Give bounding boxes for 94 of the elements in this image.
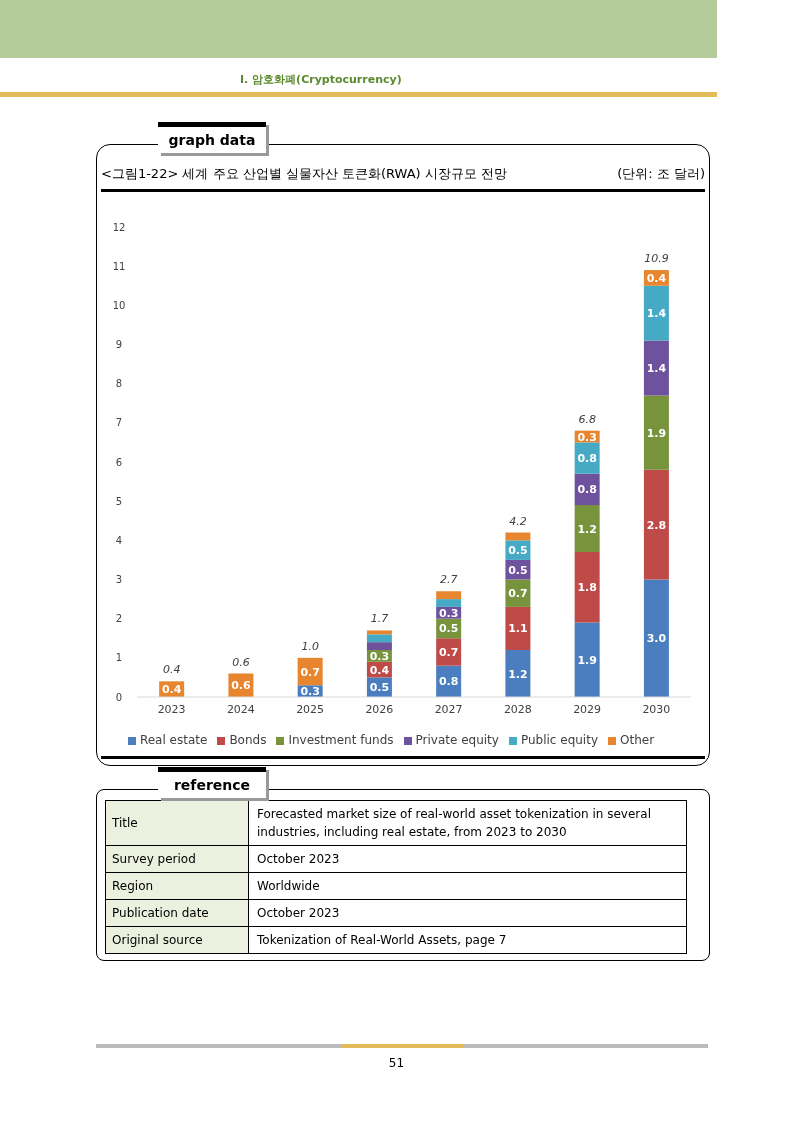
legend-label: Other bbox=[620, 733, 655, 747]
chart-title: <그림1-22> 세계 주요 산업별 실물자산 토큰화(RWA) 시장규모 전망 bbox=[101, 165, 507, 183]
bar bbox=[366, 630, 392, 635]
bar bbox=[505, 650, 531, 697]
bar bbox=[505, 606, 531, 650]
bar bbox=[574, 505, 600, 553]
data-label: 0.3 bbox=[577, 430, 597, 444]
data-label: 1.4 bbox=[646, 362, 667, 375]
total-label: 4.2 bbox=[509, 514, 527, 528]
x-tick-label: 2027 bbox=[434, 702, 463, 716]
bar bbox=[643, 340, 669, 396]
chart-subtitle: (단위: 조 달러) bbox=[617, 165, 705, 183]
text: Region bbox=[105, 872, 249, 900]
data-label: 0.3 bbox=[369, 649, 390, 663]
bar bbox=[436, 591, 462, 600]
bar bbox=[643, 395, 669, 470]
legend-label: Bonds bbox=[229, 733, 267, 747]
data-label: 1.1 bbox=[508, 622, 528, 636]
y-tick-label: 4 bbox=[115, 534, 123, 546]
bar bbox=[366, 634, 392, 643]
bar bbox=[436, 599, 462, 607]
y-tick-label: 12 bbox=[112, 221, 126, 233]
data-label: 0.5 bbox=[508, 563, 528, 577]
x-tick-label: 2024 bbox=[226, 702, 255, 716]
bar bbox=[574, 552, 600, 623]
total-label: 2.7 bbox=[439, 573, 458, 587]
data-label: 0.6 bbox=[231, 679, 251, 693]
text: Tokenization of Real-World Assets, page 7 bbox=[248, 926, 687, 954]
x-tick-label: 2023 bbox=[157, 702, 186, 716]
x-tick-label: 2030 bbox=[642, 702, 671, 716]
text: October 2023 bbox=[248, 899, 687, 927]
y-tick-label: 6 bbox=[115, 456, 123, 468]
x-tick-label: 2029 bbox=[573, 702, 602, 716]
text: graph data bbox=[158, 122, 266, 153]
text: Forecasted market size of real-world asset tokenization in several industries, including real estate, from 2023 to 2030 bbox=[248, 800, 687, 846]
text: Survey period bbox=[105, 845, 249, 873]
bar bbox=[643, 579, 669, 697]
text: Title bbox=[105, 800, 249, 846]
data-label: 0.3 bbox=[300, 685, 320, 699]
data-label: 0.5 bbox=[438, 622, 459, 636]
x-tick-label: 2028 bbox=[503, 702, 532, 716]
y-tick-label: 5 bbox=[115, 495, 123, 507]
data-label: 1.2 bbox=[577, 522, 597, 536]
data-label: 0.7 bbox=[300, 665, 320, 679]
bar bbox=[643, 285, 669, 341]
x-tick-label: 2025 bbox=[296, 702, 325, 716]
bar bbox=[574, 622, 600, 697]
data-label: 1.8 bbox=[577, 581, 597, 595]
text: reference bbox=[158, 767, 266, 798]
y-tick-label: 3 bbox=[115, 574, 123, 586]
bar bbox=[643, 469, 669, 580]
legend-label: Public equity bbox=[520, 733, 599, 747]
y-tick-label: 11 bbox=[112, 260, 126, 272]
y-tick-label: 9 bbox=[115, 339, 123, 351]
data-label: 0.7 bbox=[438, 645, 459, 659]
legend-label: Private equity bbox=[415, 733, 499, 747]
data-label: 1.9 bbox=[577, 653, 597, 667]
data-label: 0.8 bbox=[438, 675, 459, 689]
x-tick-label: 2026 bbox=[365, 702, 394, 716]
total-label: 0.4 bbox=[162, 663, 181, 677]
legend-label: Investment funds bbox=[288, 733, 394, 747]
data-label: 0.3 bbox=[438, 606, 459, 620]
data-label: 0.4 bbox=[161, 683, 182, 697]
text: October 2023 bbox=[248, 845, 687, 873]
data-label: 3.0 bbox=[646, 632, 667, 646]
total-label: 1.7 bbox=[370, 612, 389, 626]
data-label: 1.4 bbox=[646, 307, 667, 321]
legend-label: Real estate bbox=[139, 733, 208, 747]
data-label: 0.4 bbox=[646, 271, 667, 285]
text: Publication date bbox=[105, 899, 249, 927]
total-label: 1.0 bbox=[301, 639, 319, 653]
y-tick-label: 1 bbox=[115, 652, 123, 664]
data-label: 0.4 bbox=[369, 663, 390, 677]
data-label: 0.5 bbox=[508, 544, 528, 558]
data-label: 0.8 bbox=[577, 483, 597, 497]
text: Worldwide bbox=[248, 872, 687, 900]
total-label: 0.6 bbox=[232, 655, 250, 669]
data-label: 0.7 bbox=[508, 587, 528, 601]
text: 51 bbox=[387, 1056, 406, 1070]
y-tick-label: 0 bbox=[115, 691, 123, 703]
data-label: 0.5 bbox=[369, 681, 390, 695]
text: Ⅰ. 암호화폐(Cryptocurrency) bbox=[240, 72, 402, 87]
y-tick-label: 10 bbox=[112, 299, 126, 311]
data-label: 0.8 bbox=[577, 452, 597, 466]
data-label: 1.2 bbox=[508, 667, 528, 681]
y-tick-label: 7 bbox=[115, 417, 123, 429]
total-label: 10.9 bbox=[644, 252, 669, 266]
bar bbox=[366, 642, 392, 650]
total-label: 6.8 bbox=[578, 412, 596, 426]
text: Original source bbox=[105, 926, 249, 954]
y-tick-label: 2 bbox=[115, 613, 123, 625]
data-label: 1.9 bbox=[646, 426, 667, 440]
y-tick-label: 8 bbox=[115, 378, 123, 390]
data-label: 2.8 bbox=[646, 518, 667, 532]
